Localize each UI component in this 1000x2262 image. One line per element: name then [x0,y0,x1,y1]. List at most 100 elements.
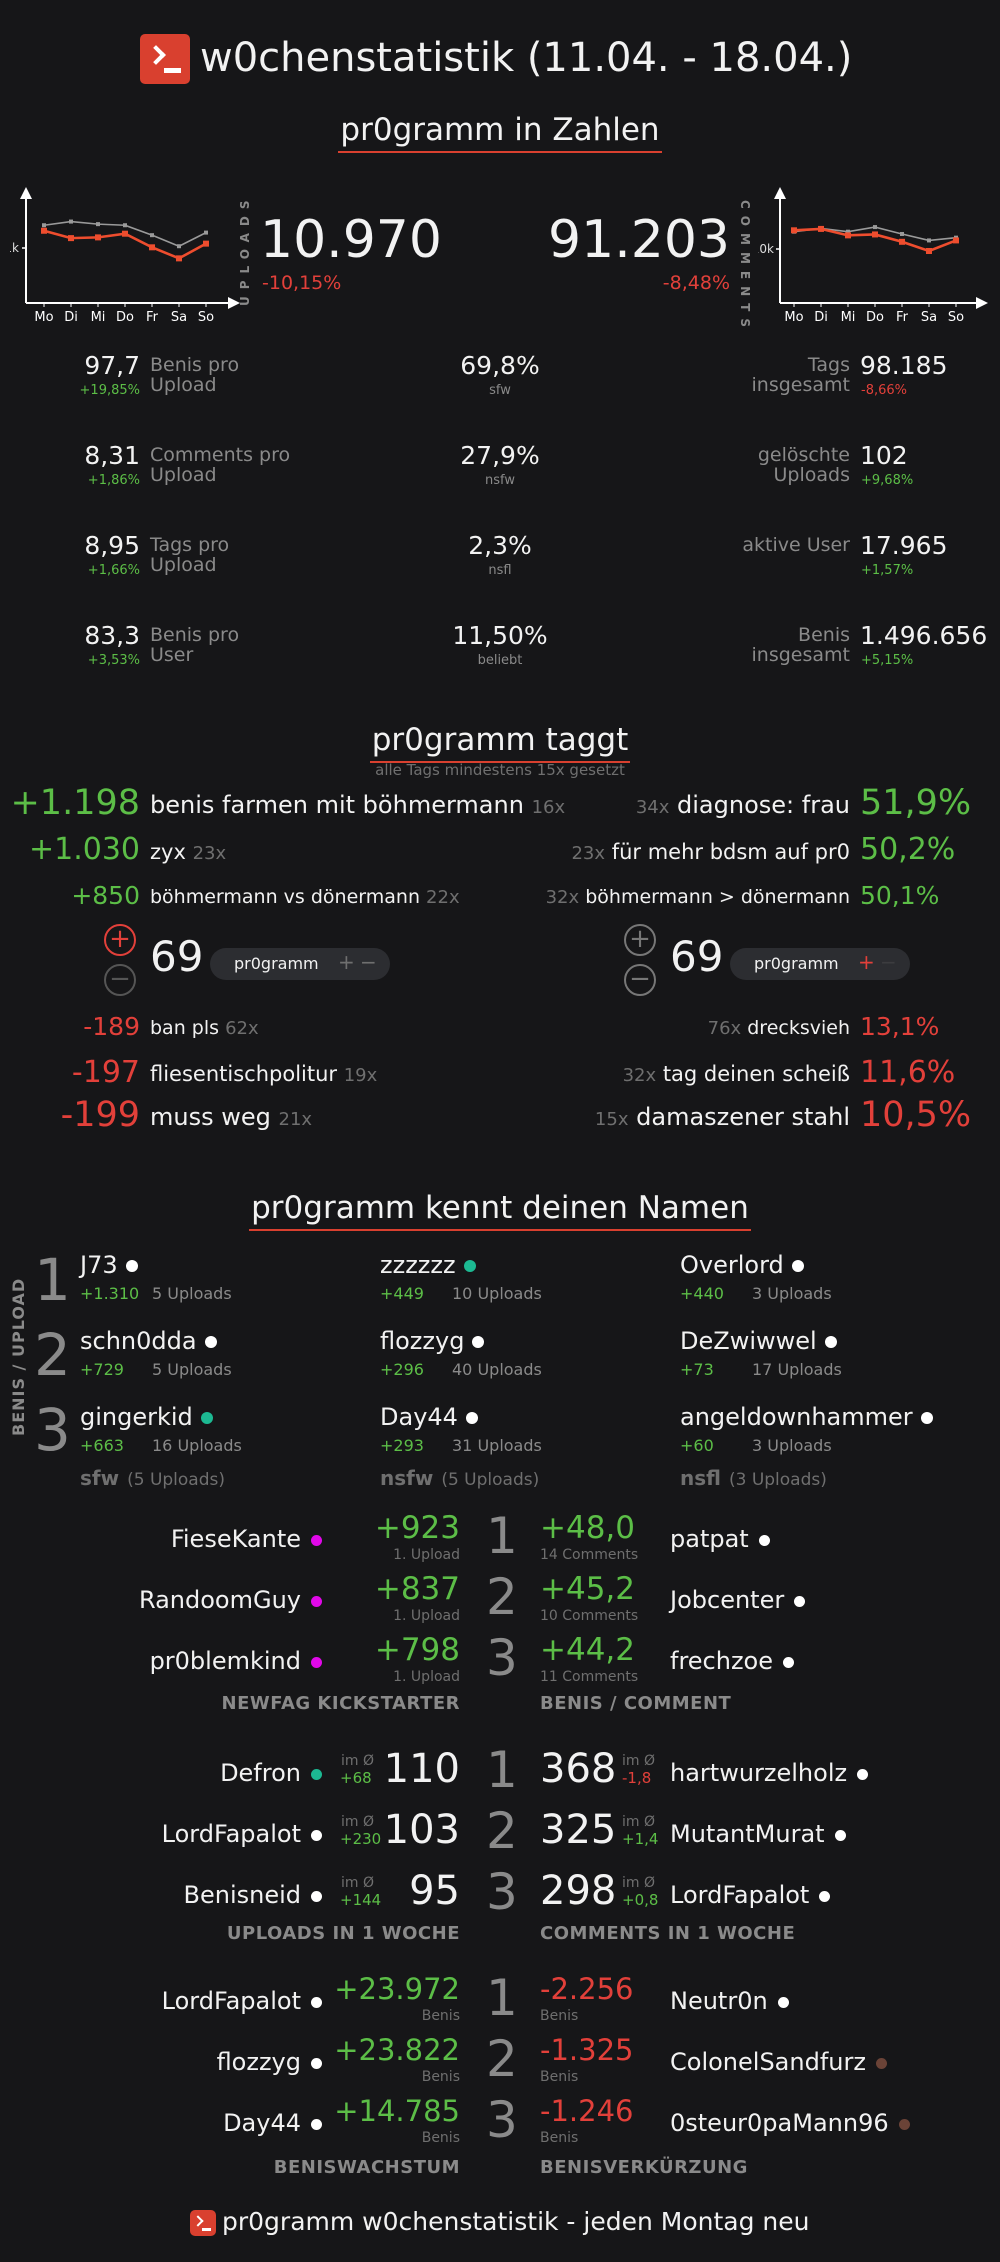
stat-change: +1,57% [861,563,914,578]
user-benis: +449 [380,1284,424,1303]
upvote-icon[interactable]: + [624,924,656,956]
user-name[interactable]: gingerkid [80,1402,213,1432]
user-name[interactable]: pr0blemkind [150,1647,322,1675]
comments-change: -8,48% [662,272,730,294]
user-benis: +923 [374,1510,460,1546]
minus-icon[interactable]: − [360,950,377,974]
user-name[interactable]: LordFapalot [670,1881,831,1909]
avg-label: im Ø [622,1753,655,1769]
user-count: 298 [540,1868,617,1914]
stat-label: aktive User [742,534,850,556]
user-name[interactable]: MutantMurat [670,1820,846,1848]
user-benis: +48,0 [540,1510,635,1546]
user-name[interactable]: RandoomGuy [139,1586,322,1614]
user-name[interactable]: Defron [220,1759,322,1787]
upvote-active-icon[interactable]: + [104,924,136,956]
tag-pill[interactable]: pr0gramm + − [730,948,910,980]
comments-x-tick: Do [866,310,884,325]
tag-name[interactable]: zyx 23x [150,840,227,864]
stat-label: Benis pro Upload [150,354,240,396]
user-name[interactable]: LordFapalot [162,1987,322,2015]
tag-percentage: 51,9% [860,783,972,823]
comments-x-tick: Mo [784,310,803,325]
comments-x-tick: Fr [896,310,909,325]
uploads-data-point [42,223,46,228]
uploads-data-point [69,219,73,224]
comments-data-point [900,231,904,236]
user-name[interactable]: hartwurzelholz [670,1759,869,1787]
tag-name[interactable]: fliesentischpolitur 19x [150,1062,378,1086]
user-name[interactable]: ColonelSandfurz [670,2048,887,2076]
user-name[interactable]: Neutr0n [670,1987,789,2015]
user-name[interactable]: LordFapalot [162,1820,322,1848]
user-benis: -2.256 [540,1972,634,2006]
tag-percentage: 13,1% [860,1012,940,1041]
tag-name[interactable]: 76x drecksvieh [707,1017,850,1039]
user-status-dot [311,1829,322,1841]
user-name[interactable]: frechzoe [670,1647,795,1675]
minus-icon[interactable]: − [880,950,897,974]
uploads-data-point [204,230,208,235]
rank-number: 1 [486,1507,518,1565]
user-name[interactable]: Day44 [223,2109,322,2137]
user-name[interactable]: schn0dda [80,1326,217,1356]
uploads-data-point [95,234,101,241]
user-name[interactable]: Benisneid [184,1881,322,1909]
tag-name[interactable]: 15x damaszener stahl [594,1103,850,1131]
tag-name[interactable]: 32x tag deinen scheiß [622,1062,850,1086]
uploads-x-tick: Sa [171,310,187,325]
section-title-numbers: pr0gramm in Zahlen [338,110,662,153]
uploads-data-point [68,235,74,242]
comments-data-point [926,248,932,254]
downvote-icon[interactable]: − [624,964,656,996]
tag-name[interactable]: benis farmen mit böhmermann 16x [150,791,566,819]
tag-name[interactable]: ban pls 62x [150,1017,259,1039]
pr0gramm-logo-icon [190,2210,216,2236]
tag-name[interactable]: 32x böhmermann > dönermann [545,886,850,908]
uploads-data-point [123,223,127,228]
tag-benis: -199 [60,1095,140,1135]
user-benis: +663 [80,1436,124,1455]
user-name[interactable]: FieseKante [171,1525,322,1553]
rank-number: 2 [486,2030,518,2088]
stat-value: 97,7 [84,351,140,380]
comments-data-point [845,232,851,239]
user-count: 325 [540,1807,617,1853]
tag-pill-upvoted[interactable]: pr0gramm + − [210,948,390,980]
user-uploads: 16 Uploads [152,1436,242,1455]
user-uploads: 31 Uploads [452,1436,542,1455]
user-name[interactable]: Overlord [680,1250,804,1280]
rank-number: 3 [486,2091,518,2149]
user-name[interactable]: Day44 [380,1402,478,1432]
user-name[interactable]: J73 [80,1250,138,1280]
user-name[interactable]: 0steur0paMann96 [670,2109,910,2137]
section-title-users: pr0gramm kennt deinen Namen [249,1188,751,1231]
comments-data-point [899,238,905,245]
user-name[interactable]: Jobcenter [670,1586,806,1614]
benis-unit: Benis [421,2069,460,2085]
user-uploads: 3 Uploads [752,1284,832,1303]
stat-change: +5,15% [861,653,914,668]
user-name[interactable]: angeldownhammer [680,1402,933,1432]
tag-name[interactable]: 23x für mehr bdsm auf pr0 [571,840,850,864]
tag-name[interactable]: 34x diagnose: frau [635,791,850,819]
stat-label: gelöschte Uploads [757,444,850,486]
user-name[interactable]: zzzzzz [380,1250,476,1280]
tag-name[interactable]: muss weg 21x [150,1103,313,1131]
user-status-dot [311,1768,322,1780]
uploads-data-point [122,230,128,237]
tag-benis: +850 [71,881,140,910]
user-name[interactable]: flozzyg [380,1326,485,1356]
user-name[interactable]: patpat [670,1525,770,1553]
user-uploads: 17 Uploads [752,1360,842,1379]
user-name[interactable]: DeZwiwwel [680,1326,837,1356]
avg-change: +0,8 [622,1891,659,1909]
tag-pill-label: pr0gramm [234,954,319,973]
downvote-icon[interactable]: − [104,964,136,996]
plus-icon[interactable]: + [338,950,355,974]
plus-icon[interactable]: + [858,950,875,974]
user-status-dot [200,1412,213,1424]
user-status-dot [920,1412,933,1424]
tag-name[interactable]: böhmermann vs dönermann 22x [150,886,460,908]
user-name[interactable]: flozzyg [217,2048,322,2076]
